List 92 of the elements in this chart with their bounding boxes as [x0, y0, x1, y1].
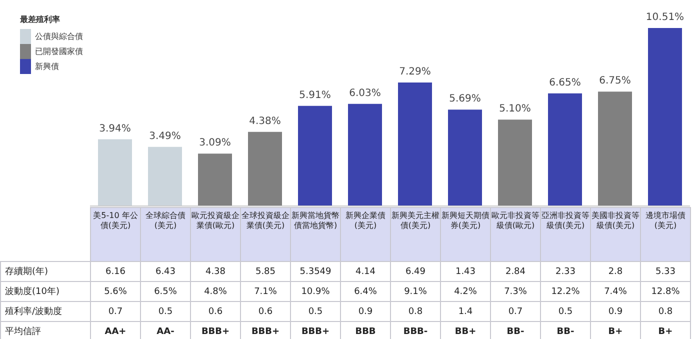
- data-label: 3.49%: [149, 130, 181, 142]
- text: 4.14: [340, 262, 390, 282]
- text: BBB: [340, 322, 390, 339]
- text: 4.2%: [440, 282, 490, 302]
- x-tick-label: 新興短天期債券(美元): [440, 208, 490, 262]
- data-label: 6.75%: [599, 76, 631, 87]
- text: 0.8: [390, 302, 440, 322]
- data-label: 6.65%: [549, 77, 581, 88]
- x-tick-label: 歐元非投資等級債(歐元): [490, 208, 540, 262]
- bar: [598, 92, 632, 206]
- text: 5.6%: [90, 282, 140, 302]
- text: 6.43: [140, 262, 190, 282]
- text: 2.84: [490, 262, 540, 282]
- text: 存續期(年): [0, 262, 90, 282]
- text: 0.7: [490, 302, 540, 322]
- data-label: 7.29%: [399, 66, 431, 78]
- x-tick-label: 新興企業債(美元): [340, 208, 390, 262]
- text: BB-: [540, 322, 590, 339]
- text: 0.5: [290, 302, 340, 322]
- text: 7.3%: [490, 282, 540, 302]
- text: 6.5%: [140, 282, 190, 302]
- text: 9.1%: [390, 282, 440, 302]
- text: 6.4%: [340, 282, 390, 302]
- x-tick-label: 歐元投資級企業債(歐元): [190, 208, 240, 262]
- x-tick-label: 美5-10 年公債(美元): [90, 208, 140, 262]
- text: 0.6: [240, 302, 290, 322]
- text: 4.38: [190, 262, 240, 282]
- text: 5.85: [240, 262, 290, 282]
- text: 0.7: [90, 302, 140, 322]
- text: 12.2%: [540, 282, 590, 302]
- text: 2.33: [540, 262, 590, 282]
- bar: [448, 110, 482, 206]
- text: 6.16: [90, 262, 140, 282]
- text: 0.8: [640, 302, 690, 322]
- bar: [298, 106, 332, 206]
- legend-label: 新興債: [35, 61, 59, 72]
- text: BBB+: [240, 322, 290, 339]
- text: BBB+: [190, 322, 240, 339]
- data-label: 3.94%: [99, 123, 131, 134]
- legend-label: 公債與綜合債: [35, 31, 83, 42]
- text: 0.9: [590, 302, 640, 322]
- text: 平均信評: [0, 322, 90, 339]
- bar: [648, 28, 682, 206]
- data-label: 3.09%: [199, 138, 231, 149]
- data-label: 6.03%: [349, 88, 381, 99]
- text: 5.3549: [290, 262, 340, 282]
- text: 波動度(10年): [0, 282, 90, 302]
- data-label: 5.91%: [299, 90, 331, 101]
- text: 2.8: [590, 262, 640, 282]
- legend-label: 已開發國家債: [35, 46, 83, 57]
- bar: [198, 154, 232, 206]
- x-tick-label: 亞洲非投資等級債(美元): [540, 208, 590, 262]
- data-label: 5.10%: [499, 104, 531, 115]
- text: BB-: [490, 322, 540, 339]
- x-tick-label: 邊境市場債(美元): [640, 208, 690, 262]
- text: B+: [590, 322, 640, 339]
- bar: [498, 120, 532, 206]
- bar: [98, 139, 132, 206]
- text: BB+: [440, 322, 490, 339]
- text: 0.5: [140, 302, 190, 322]
- x-tick-label: 新興美元主權債(美元): [390, 208, 440, 262]
- text: 1.4: [440, 302, 490, 322]
- bar: [398, 82, 432, 206]
- data-label: 4.38%: [249, 116, 281, 127]
- text: 12.8%: [640, 282, 690, 302]
- x-tick-label: 全球投資級企業債(美元): [240, 208, 290, 262]
- text: AA+: [90, 322, 140, 339]
- text: 10.9%: [290, 282, 340, 302]
- bar: [248, 132, 282, 206]
- legend-title: 最差殖利率: [20, 14, 61, 25]
- text: 0.6: [190, 302, 240, 322]
- data-label: 10.51%: [646, 12, 684, 23]
- text: 7.1%: [240, 282, 290, 302]
- text: B+: [640, 322, 690, 339]
- data-label: 5.69%: [449, 94, 481, 105]
- text: 5.33: [640, 262, 690, 282]
- text: 1.43: [440, 262, 490, 282]
- bar: [148, 146, 182, 206]
- x-tick-label: 新興當地貨幣債當地貨幣): [290, 208, 340, 262]
- text: 0.5: [540, 302, 590, 322]
- text: AA-: [140, 322, 190, 339]
- text: BBB+: [290, 322, 340, 339]
- text: 7.4%: [590, 282, 640, 302]
- text: 0.9: [340, 302, 390, 322]
- text: 6.49: [390, 262, 440, 282]
- text: BBB-: [390, 322, 440, 339]
- x-tick-label: 全球綜合債(美元): [140, 208, 190, 262]
- bar: [548, 93, 582, 206]
- text: 4.8%: [190, 282, 240, 302]
- text: 殖利率/波動度: [0, 302, 90, 322]
- bar: [348, 104, 382, 206]
- x-tick-label: 美國非投資等級債(美元): [590, 208, 640, 262]
